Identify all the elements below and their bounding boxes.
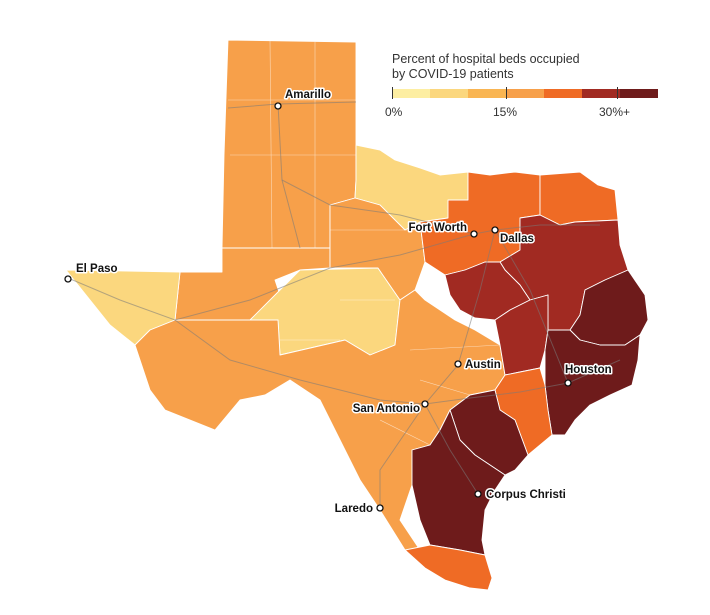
legend-color-scale (392, 89, 658, 98)
legend-swatch-5 (582, 89, 620, 98)
city-label-dallas: Dallas (500, 233, 534, 245)
county-borders-layer (228, 39, 501, 446)
city-marker-amarillo[interactable] (274, 102, 282, 110)
city-label-corpus-christi: Corpus Christi (486, 489, 566, 501)
region-northeast[interactable] (539, 171, 619, 226)
city-label-amarillo: Amarillo (285, 89, 331, 101)
legend-tick-0 (392, 87, 393, 99)
city-label-san-antonio: San Antonio (353, 403, 420, 415)
legend-label-0: 0% (385, 105, 403, 119)
legend-swatch-0 (392, 89, 430, 98)
city-marker-houston[interactable] (564, 379, 572, 387)
legend-title-line2: by COVID-19 patients (392, 67, 514, 81)
city-marker-san-antonio[interactable] (421, 400, 429, 408)
legend-swatch-6 (620, 89, 658, 98)
city-marker-fort-worth[interactable] (470, 230, 478, 238)
city-marker-laredo[interactable] (376, 504, 384, 512)
city-label-laredo: Laredo (335, 503, 373, 515)
legend-title: Percent of hospital beds occupied by COV… (392, 52, 632, 82)
legend-swatch-4 (544, 89, 582, 98)
city-label-houston: Houston (565, 364, 612, 376)
city-marker-dallas[interactable] (491, 226, 499, 234)
legend-label-15: 15% (493, 105, 518, 119)
cities-layer: Amarillo El Paso Fort Worth Dallas Austin Hou… (64, 88, 613, 517)
city-marker-austin[interactable] (454, 360, 462, 368)
legend-tick-30 (617, 87, 618, 99)
legend-swatch-3 (506, 89, 544, 98)
legend-tick-15 (506, 87, 507, 99)
city-label-fort-worth: Fort Worth (408, 222, 467, 234)
legend-swatch-1 (430, 89, 468, 98)
region-rio-grande[interactable] (404, 544, 493, 591)
city-label-austin: Austin (465, 359, 501, 371)
city-label-el-paso: El Paso (76, 263, 118, 275)
legend-title-line1: Percent of hospital beds occupied (392, 52, 580, 66)
legend-label-30: 30%+ (599, 105, 631, 119)
city-marker-corpus-christi[interactable] (474, 490, 482, 498)
city-marker-el-paso[interactable] (64, 275, 72, 283)
region-coastal-bend[interactable] (411, 409, 506, 556)
legend-swatch-2 (468, 89, 506, 98)
region-houston[interactable] (544, 329, 641, 436)
region-west-texas[interactable] (329, 197, 426, 301)
